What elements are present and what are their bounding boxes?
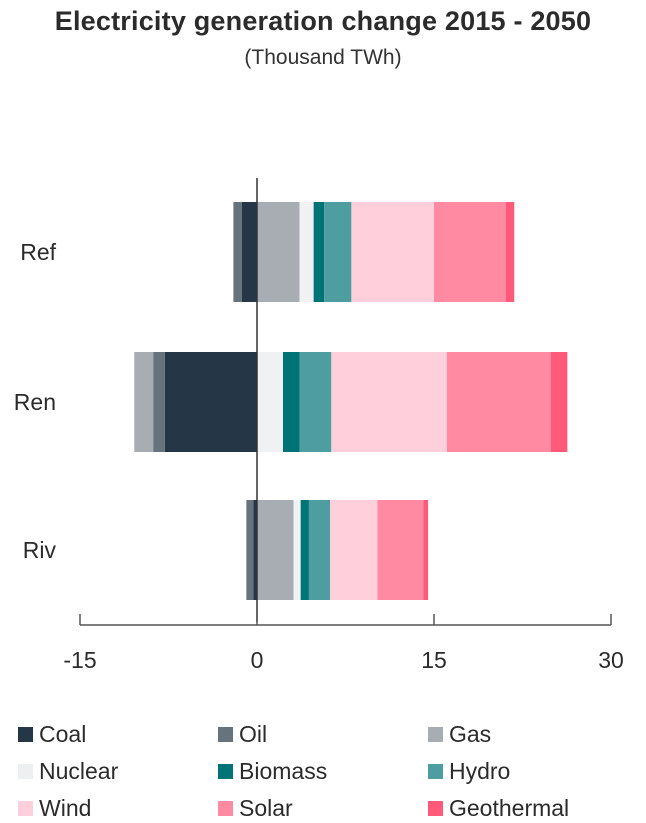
legend-swatch [218,726,233,742]
x-tick-label: 0 [251,647,264,673]
x-tick-label: 15 [421,647,447,673]
chart-subtitle: (Thousand TWh) [244,46,402,69]
legend-label: Nuclear [39,757,119,784]
legend-label: Coal [39,720,87,747]
bar-ren-nuclear [257,352,283,452]
legend-item-coal: Coal [18,720,86,748]
bar-ref-nuclear [299,202,314,302]
legend-label: Geothermal [449,794,570,821]
bar-ren-geothermal [550,352,568,452]
bar-ref-coal [241,202,257,302]
legend-swatch [18,726,33,742]
legend-item-solar: Solar [218,794,293,822]
bar-ref-wind [351,202,434,302]
legend-swatch [428,800,443,816]
bar-ref-gas [257,202,300,302]
legend-item-oil: Oil [218,720,267,748]
bar-ren-gas [134,352,154,452]
legend-item-biomass: Biomass [218,757,327,785]
legend-label: Wind [39,794,92,821]
legend-item-hydro: Hydro [428,757,510,785]
bar-ren-wind [331,352,447,452]
bar-ref-geothermal [505,202,515,302]
bar-riv-hydro [308,500,331,600]
legend-label: Solar [239,794,293,821]
bar-ren-hydro [299,352,332,452]
legend-swatch [218,763,233,779]
bar-ren-solar [446,352,551,452]
bar-ren-oil [153,352,165,452]
legend-item-nuclear: Nuclear [18,757,118,785]
bar-ref-solar [434,202,506,302]
legend-swatch [428,726,443,742]
bar-ren-biomass [282,352,300,452]
bar-riv-solar [377,500,424,600]
x-tick-label: 30 [598,647,624,673]
legend-label: Hydro [449,757,511,784]
bar-riv-wind [330,500,378,600]
bar-riv-gas [257,500,294,600]
bar-riv-biomass [300,500,309,600]
legend-label: Biomass [239,757,328,784]
legend-item-gas: Gas [428,720,491,748]
bar-riv-geothermal [423,500,429,600]
legend-swatch [18,763,33,779]
bar-ren-coal [164,352,257,452]
legend-item-wind: Wind [18,794,91,822]
bar-ref-oil [233,202,242,302]
category-label: Riv [23,537,57,563]
legend-label: Gas [449,720,492,747]
category-label: Ren [14,389,56,415]
legend-swatch [18,800,33,816]
category-label: Ref [20,239,56,265]
bar-ref-hydro [324,202,352,302]
legend-label: Oil [239,720,268,747]
x-tick-label: -15 [63,647,96,673]
bar-riv-nuclear [293,500,301,600]
bar-riv-coal [253,500,257,600]
legend-swatch [428,763,443,779]
bar-ref-biomass [313,202,325,302]
stacked-bar-chart: Ref Ren Riv -15 0 15 30 [14,178,624,673]
legend-swatch [218,800,233,816]
bar-riv-oil [246,500,254,600]
legend-item-geothermal: Geothermal [428,794,569,822]
chart-title: Electricity generation change 2015 - 205… [54,6,592,36]
